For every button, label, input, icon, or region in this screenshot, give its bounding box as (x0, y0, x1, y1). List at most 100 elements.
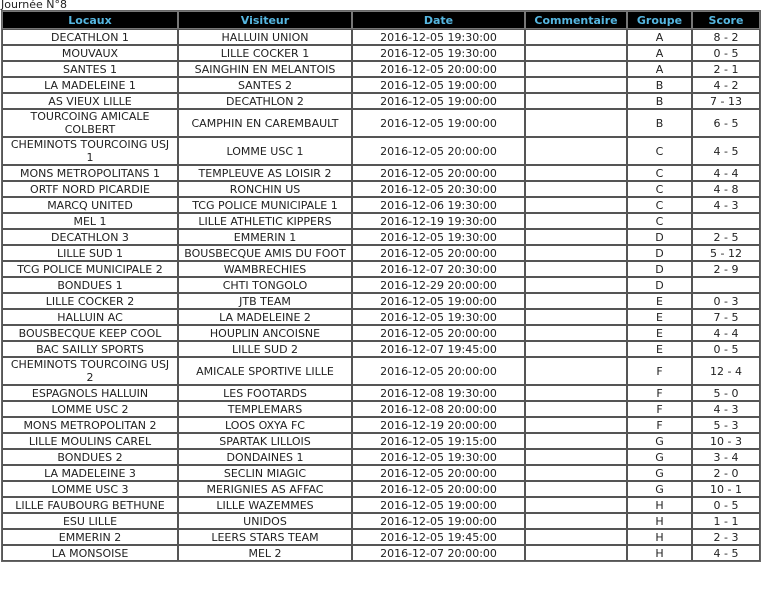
home-team-cell: MONS METROPOLITAN 2 (2, 417, 178, 433)
table-row: ORTF NORD PICARDIE RONCHIN US 2016-12-05 2… (2, 181, 760, 197)
away-team-cell: WAMBRECHIES (178, 261, 352, 277)
score-cell: 1 - 1 (692, 513, 760, 529)
date-cell: 2016-12-06 19:30:00 (352, 197, 525, 213)
home-team-cell: BOUSBECQUE KEEP COOL (2, 325, 178, 341)
comment-cell (525, 165, 627, 181)
score-cell: 10 - 3 (692, 433, 760, 449)
date-cell: 2016-12-05 19:45:00 (352, 529, 525, 545)
comment-cell (525, 77, 627, 93)
away-team-cell: DECATHLON 2 (178, 93, 352, 109)
home-team-cell: EMMERIN 2 (2, 529, 178, 545)
group-cell: G (627, 433, 692, 449)
comment-cell (525, 449, 627, 465)
group-cell: F (627, 357, 692, 385)
away-team-cell: LILLE COCKER 1 (178, 45, 352, 61)
comment-cell (525, 109, 627, 137)
date-cell: 2016-12-05 19:00:00 (352, 293, 525, 309)
comment-cell (525, 181, 627, 197)
comment-cell (525, 245, 627, 261)
away-team-cell: SANTES 2 (178, 77, 352, 93)
group-cell: G (627, 465, 692, 481)
date-cell: 2016-12-05 19:30:00 (352, 309, 525, 325)
table-row: DECATHLON 1 HALLUIN UNION 2016-12-05 19:30… (2, 29, 760, 45)
comment-cell (525, 385, 627, 401)
date-cell: 2016-12-07 20:00:00 (352, 545, 525, 561)
away-team-cell: JTB TEAM (178, 293, 352, 309)
away-team-cell: MERIGNIES AS AFFAC (178, 481, 352, 497)
column-header-score: Score (692, 11, 760, 29)
home-team-cell: LOMME USC 3 (2, 481, 178, 497)
table-row: MONS METROPOLITANS 1 TEMPLEUVE AS LOISIR … (2, 165, 760, 181)
comment-cell (525, 137, 627, 165)
score-cell: 0 - 5 (692, 497, 760, 513)
away-team-cell: UNIDOS (178, 513, 352, 529)
away-team-cell: SPARTAK LILLOIS (178, 433, 352, 449)
comment-cell (525, 465, 627, 481)
table-row: BAC SAILLY SPORTS LILLE SUD 2 2016-12-07 1… (2, 341, 760, 357)
table-row: LILLE FAUBOURG BETHUNE LILLE WAZEMMES 2016… (2, 497, 760, 513)
table-row: LOMME USC 2 TEMPLEMARS 2016-12-08 20:00:00… (2, 401, 760, 417)
date-cell: 2016-12-29 20:00:00 (352, 277, 525, 293)
table-row: LILLE COCKER 2 JTB TEAM 2016-12-05 19:00:0… (2, 293, 760, 309)
date-cell: 2016-12-05 19:30:00 (352, 45, 525, 61)
table-header-row: Locaux Visiteur Date Commentaire Groupe … (2, 11, 760, 29)
date-cell: 2016-12-05 19:30:00 (352, 29, 525, 45)
table-row: CHEMINOTS TOURCOING USJ 2 AMICALE SPORTIV… (2, 357, 760, 385)
group-cell: D (627, 245, 692, 261)
comment-cell (525, 61, 627, 77)
table-row: LA MADELEINE 1 SANTES 2 2016-12-05 19:00:0… (2, 77, 760, 93)
comment-cell (525, 229, 627, 245)
table-row: ESPAGNOLS HALLUIN LES FOOTARDS 2016-12-08 … (2, 385, 760, 401)
comment-cell (525, 197, 627, 213)
away-team-cell: LA MADELEINE 2 (178, 309, 352, 325)
group-cell: H (627, 497, 692, 513)
date-cell: 2016-12-05 20:00:00 (352, 137, 525, 165)
away-team-cell: AMICALE SPORTIVE LILLE (178, 357, 352, 385)
date-cell: 2016-12-05 19:00:00 (352, 513, 525, 529)
group-cell: B (627, 93, 692, 109)
score-cell: 4 - 3 (692, 401, 760, 417)
home-team-cell: ESPAGNOLS HALLUIN (2, 385, 178, 401)
score-cell: 4 - 4 (692, 325, 760, 341)
date-cell: 2016-12-07 19:45:00 (352, 341, 525, 357)
comment-cell (525, 213, 627, 229)
comment-cell (525, 29, 627, 45)
comment-cell (525, 325, 627, 341)
comment-cell (525, 309, 627, 325)
group-cell: H (627, 529, 692, 545)
date-cell: 2016-12-05 19:00:00 (352, 93, 525, 109)
date-cell: 2016-12-07 20:30:00 (352, 261, 525, 277)
group-cell: C (627, 181, 692, 197)
away-team-cell: LOOS OXYA FC (178, 417, 352, 433)
score-cell: 5 - 0 (692, 385, 760, 401)
score-cell: 0 - 5 (692, 341, 760, 357)
away-team-cell: BOUSBECQUE AMIS DU FOOT (178, 245, 352, 261)
away-team-cell: TEMPLEUVE AS LOISIR 2 (178, 165, 352, 181)
table-row: MOUVAUX LILLE COCKER 1 2016-12-05 19:30:00… (2, 45, 760, 61)
score-cell: 0 - 3 (692, 293, 760, 309)
table-row: HALLUIN AC LA MADELEINE 2 2016-12-05 19:30… (2, 309, 760, 325)
away-team-cell: HOUPLIN ANCOISNE (178, 325, 352, 341)
away-team-cell: TEMPLEMARS (178, 401, 352, 417)
score-cell: 8 - 2 (692, 29, 760, 45)
home-team-cell: LA MADELEINE 1 (2, 77, 178, 93)
comment-cell (525, 293, 627, 309)
group-cell: C (627, 213, 692, 229)
away-team-cell: CAMPHIN EN CAREMBAULT (178, 109, 352, 137)
group-cell: F (627, 385, 692, 401)
home-team-cell: LILLE MOULINS CAREL (2, 433, 178, 449)
score-cell: 6 - 5 (692, 109, 760, 137)
group-cell: G (627, 449, 692, 465)
table-row: DECATHLON 3 EMMERIN 1 2016-12-05 19:30:00 D… (2, 229, 760, 245)
date-cell: 2016-12-05 19:30:00 (352, 449, 525, 465)
table-row: LILLE MOULINS CAREL SPARTAK LILLOIS 2016-1… (2, 433, 760, 449)
comment-cell (525, 357, 627, 385)
table-row: ESU LILLE UNIDOS 2016-12-05 19:00:00 H 1 - 1 (2, 513, 760, 529)
date-cell: 2016-12-05 19:00:00 (352, 77, 525, 93)
table-row: MONS METROPOLITAN 2 LOOS OXYA FC 2016-12-1… (2, 417, 760, 433)
score-cell: 0 - 5 (692, 45, 760, 61)
table-row: LILLE SUD 1 BOUSBECQUE AMIS DU FOOT 2016-1… (2, 245, 760, 261)
score-cell (692, 213, 760, 229)
score-cell: 4 - 3 (692, 197, 760, 213)
away-team-cell: MEL 2 (178, 545, 352, 561)
